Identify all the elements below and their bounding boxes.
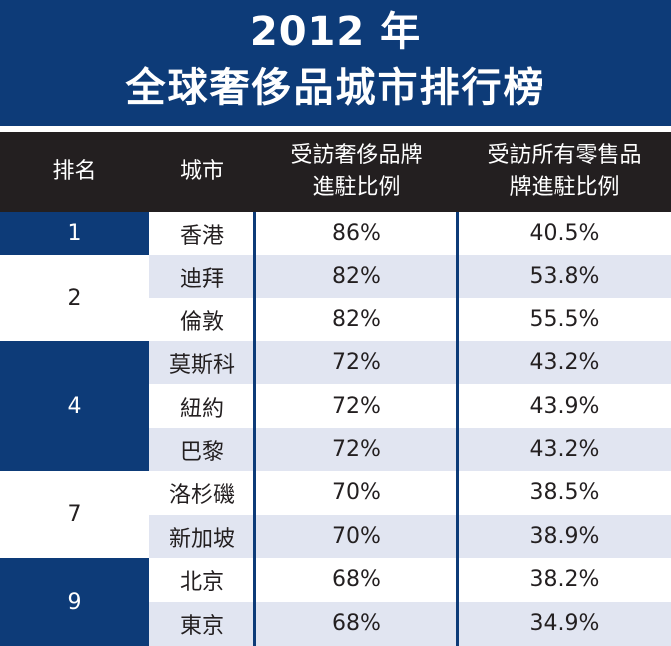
retail-ratio-cell: 38.5% xyxy=(529,480,600,505)
city-cell: 香港 xyxy=(179,223,224,249)
retail-ratio-cell: 38.2% xyxy=(529,567,600,592)
luxury-ratio-cell: 68% xyxy=(332,611,381,636)
table-row: 紐約 72% 43.9% xyxy=(149,385,671,428)
city-cell: 北京 xyxy=(179,569,224,595)
divider xyxy=(0,126,671,132)
retail-ratio-cell: 55.5% xyxy=(529,307,600,332)
luxury-ratio-cell: 72% xyxy=(332,394,381,419)
luxury-ratio-cell: 72% xyxy=(332,350,381,375)
header-retail-ratio: 受訪所有零售品 牌進駐比例 xyxy=(458,132,671,212)
luxury-ratio-cell: 70% xyxy=(332,524,381,549)
rank-cell: 4 xyxy=(0,341,149,471)
header-luxury-line1: 受訪奢侈品牌 xyxy=(290,143,423,168)
rank-cell: 9 xyxy=(0,558,149,646)
city-cell: 倫敦 xyxy=(179,309,224,335)
table-row: 莫斯科 72% 43.2% xyxy=(149,341,671,384)
city-cell: 迪拜 xyxy=(179,266,224,292)
rank-cell: 2 xyxy=(0,255,149,341)
header-luxury-ratio: 受訪奢侈品牌 進駐比例 xyxy=(255,132,458,212)
city-cell: 莫斯科 xyxy=(168,352,235,378)
city-cell: 洛杉磯 xyxy=(168,482,235,508)
table-row: 北京 68% 38.2% xyxy=(149,558,671,601)
retail-ratio-cell: 43.9% xyxy=(529,394,600,419)
city-cell: 紐約 xyxy=(179,396,224,422)
retail-ratio-cell: 53.8% xyxy=(529,264,600,289)
retail-ratio-cell: 43.2% xyxy=(529,350,600,375)
luxury-ratio-cell: 86% xyxy=(332,221,381,246)
header-rank: 排名 xyxy=(52,159,97,184)
header-retail-line2: 牌進駐比例 xyxy=(509,175,620,200)
table-row: 巴黎 72% 43.2% xyxy=(149,428,671,471)
table-row: 倫敦 82% 55.5% xyxy=(149,298,671,341)
retail-ratio-cell: 38.9% xyxy=(529,524,600,549)
title-main: 全球奢侈品城市排行榜 xyxy=(125,65,546,111)
city-cell: 巴黎 xyxy=(179,439,224,465)
retail-ratio-cell: 34.9% xyxy=(529,611,600,636)
table-title-banner: 2012 年 全球奢侈品城市排行榜 xyxy=(0,0,671,126)
luxury-ratio-cell: 68% xyxy=(332,567,381,592)
retail-ratio-cell: 40.5% xyxy=(529,221,600,246)
city-cell: 新加坡 xyxy=(168,526,235,552)
table-row: 迪拜 82% 53.8% xyxy=(149,255,671,298)
header-city: 城市 xyxy=(179,159,224,184)
luxury-ratio-cell: 70% xyxy=(332,480,381,505)
city-cell: 東京 xyxy=(179,613,224,639)
retail-ratio-cell: 43.2% xyxy=(529,437,600,462)
table-row: 東京 68% 34.9% xyxy=(149,602,671,646)
rank-cell: 1 xyxy=(0,212,149,255)
luxury-ratio-cell: 82% xyxy=(332,264,381,289)
table-row: 新加坡 70% 38.9% xyxy=(149,515,671,558)
table-row: 香港 86% 40.5% xyxy=(149,212,671,255)
title-year: 2012 年 xyxy=(249,9,422,55)
rank-cell: 7 xyxy=(0,471,149,558)
column-divider xyxy=(253,212,256,646)
luxury-ratio-cell: 82% xyxy=(332,307,381,332)
table-row: 洛杉磯 70% 38.5% xyxy=(149,471,671,514)
luxury-ratio-cell: 72% xyxy=(332,437,381,462)
header-retail-line1: 受訪所有零售品 xyxy=(487,143,642,168)
column-divider xyxy=(456,212,459,646)
header-luxury-line2: 進駐比例 xyxy=(312,175,401,200)
table-header: 排名 城市 受訪奢侈品牌 進駐比例 受訪所有零售品 牌進駐比例 xyxy=(0,132,671,212)
